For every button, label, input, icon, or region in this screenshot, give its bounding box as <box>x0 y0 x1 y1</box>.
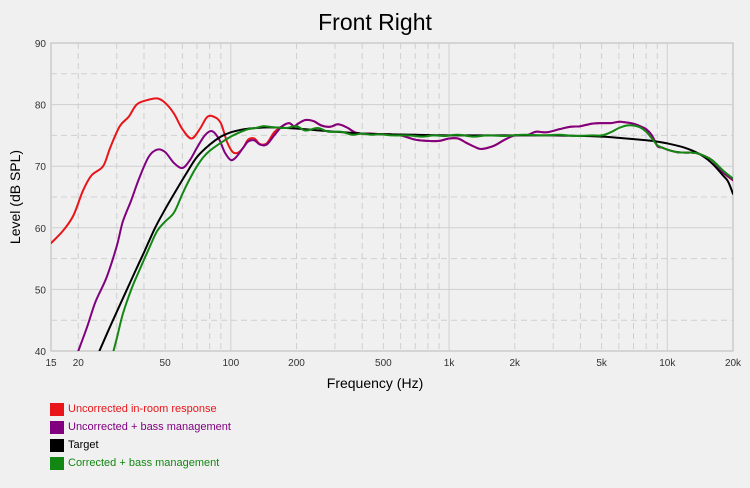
x-tick-label: 500 <box>375 358 392 369</box>
legend-label: Target <box>68 439 99 451</box>
x-tick-label: 2k <box>509 358 521 369</box>
legend-label: Uncorrected + bass management <box>68 421 231 433</box>
y-tick-label: 40 <box>35 347 47 358</box>
y-tick-label: 80 <box>35 101 47 112</box>
x-tick-label: 10k <box>659 358 676 369</box>
legend-item: Target <box>50 436 231 454</box>
tick-layer: 15 20 50 100 200 500 1k 2k 5k 10k 20k 40 50 60 70 80 90 <box>35 39 742 369</box>
x-tick-label: 20k <box>725 358 742 369</box>
y-tick-label: 70 <box>35 162 47 173</box>
x-tick-label: 15 <box>45 358 57 369</box>
legend-swatch <box>50 420 64 434</box>
x-tick-label: 200 <box>288 358 305 369</box>
x-axis-label: Frequency (Hz) <box>327 375 423 391</box>
legend-swatch <box>50 402 64 416</box>
series-line-4 <box>112 124 733 351</box>
legend-item: Corrected + bass management <box>50 454 231 472</box>
x-tick-label: 100 <box>222 358 239 369</box>
legend-label: Uncorrected in-room response <box>68 403 217 415</box>
legend: Uncorrected in-room response Uncorrected … <box>50 400 231 472</box>
legend-swatch <box>50 456 64 470</box>
y-tick-label: 90 <box>35 39 47 50</box>
legend-label: Corrected + bass management <box>68 457 220 469</box>
legend-swatch <box>50 438 64 452</box>
y-tick-label: 50 <box>35 285 47 296</box>
y-tick-label: 60 <box>35 224 47 235</box>
x-tick-label: 20 <box>73 358 85 369</box>
legend-item: Uncorrected + bass management <box>50 418 231 436</box>
x-tick-label: 1k <box>444 358 456 369</box>
legend-item: Uncorrected in-room response <box>50 400 231 418</box>
x-tick-label: 50 <box>160 358 172 369</box>
grid-layer <box>51 43 733 351</box>
chart-title: Front Right <box>318 9 432 35</box>
y-axis-label: Level (dB SPL) <box>7 150 23 244</box>
series-layer <box>51 97 733 351</box>
x-tick-label: 5k <box>596 358 608 369</box>
